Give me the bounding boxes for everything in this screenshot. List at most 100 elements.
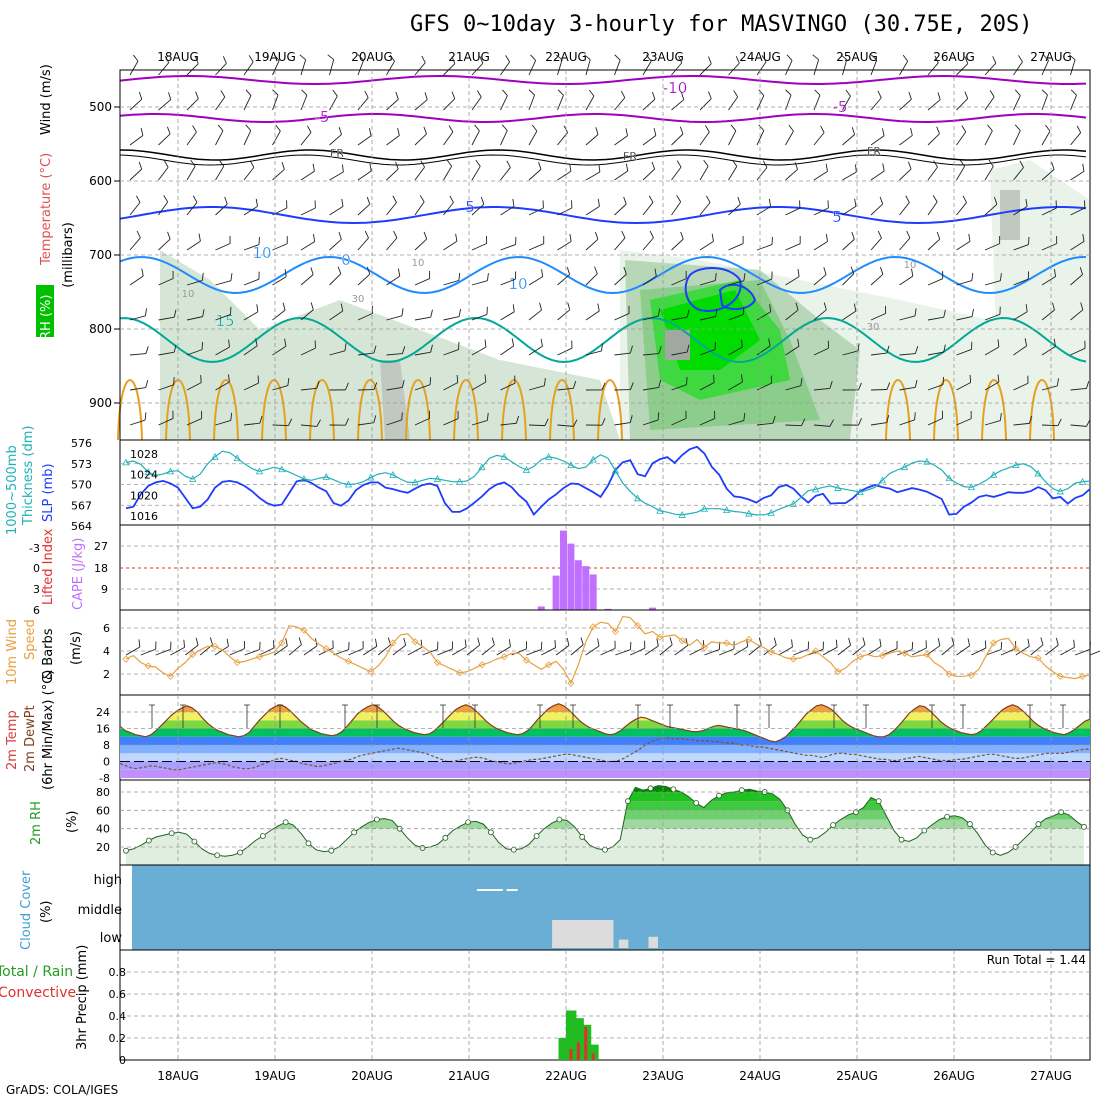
thickness-tick-label: 573	[71, 458, 92, 471]
wind-barb	[813, 233, 828, 251]
barb-feather	[338, 231, 342, 240]
barb-feather	[486, 273, 489, 281]
barb-shaft	[471, 280, 488, 286]
barb-feather	[573, 419, 578, 427]
wind-speed-marker	[990, 639, 998, 647]
barb-shaft	[329, 310, 343, 321]
barb-feather	[961, 125, 967, 133]
barb-feather	[914, 379, 918, 388]
barb-feather	[601, 343, 604, 351]
barb-shaft	[956, 382, 971, 391]
barb-shaft	[300, 170, 315, 181]
wind-barb	[971, 640, 987, 656]
barb-feather	[173, 344, 177, 353]
barb-shaft	[541, 647, 556, 656]
wind-barb	[272, 236, 288, 251]
barb-feather	[705, 125, 710, 133]
wind-barb	[585, 231, 599, 251]
wind-speed-marker	[812, 647, 820, 655]
wind-barb	[557, 340, 573, 356]
wind-barb	[541, 640, 556, 656]
x-tick-top: 22AUG	[545, 50, 587, 64]
barb-shaft	[899, 315, 916, 321]
barb-feather	[1082, 163, 1085, 172]
wind-barb	[911, 640, 927, 656]
barb-feather	[677, 55, 683, 63]
wind-barb	[1041, 236, 1058, 251]
barb-shaft	[927, 166, 938, 181]
barb-shaft	[984, 280, 1001, 286]
barb-feather	[594, 266, 598, 274]
barb-feather	[685, 271, 687, 279]
wind-barb	[272, 302, 286, 321]
barb-feather	[715, 308, 718, 317]
barb-shaft	[642, 168, 655, 181]
barb-shaft	[329, 238, 342, 251]
wind-barb	[699, 56, 712, 76]
barb-shaft	[158, 316, 175, 321]
wind-barb	[186, 341, 203, 356]
wind-barb	[300, 340, 316, 356]
barb-shaft	[386, 237, 398, 251]
thickness-marker	[945, 474, 953, 482]
barb-feather	[595, 127, 599, 135]
wind-barb	[363, 638, 378, 656]
barb-feather	[943, 344, 946, 353]
wind-barb	[443, 341, 460, 356]
barb-feather	[999, 273, 1002, 281]
wind-barb	[528, 89, 535, 111]
wind-barb	[642, 161, 656, 181]
x-tick-top: 18AUG	[157, 50, 199, 64]
barb-shaft	[500, 167, 511, 181]
wind-barb	[1070, 163, 1085, 181]
thickness-marker	[1056, 487, 1065, 495]
wind-barb	[511, 641, 527, 656]
barb-feather	[424, 92, 428, 100]
barb-shaft	[452, 646, 467, 656]
wind-barb	[785, 124, 794, 146]
x-tick-top: 25AUG	[836, 50, 878, 64]
wind-barb	[303, 638, 318, 656]
barb-feather	[136, 195, 141, 203]
barb-feather	[366, 266, 371, 275]
cloud-low-bar	[559, 920, 570, 948]
wind-barb	[300, 234, 316, 251]
rh2m-marker	[967, 821, 973, 827]
pressure-tick-label: 800	[89, 322, 112, 336]
wind-barb	[158, 126, 171, 146]
barb-shaft	[785, 94, 792, 111]
rh-shading	[1000, 190, 1020, 240]
wind-barb	[129, 380, 149, 391]
wind-barb	[813, 381, 833, 391]
wind-barb	[471, 235, 488, 251]
barb-feather	[340, 303, 344, 312]
wind-barb	[158, 270, 174, 286]
precip-tick-label: 0.8	[109, 966, 127, 979]
precip-total-bar	[573, 1018, 584, 1060]
barb-shaft	[956, 418, 972, 426]
precip-conv-label: Convective	[0, 985, 76, 1001]
barb-feather	[140, 127, 144, 136]
rh-tick-label: 80	[96, 786, 110, 799]
barb-shaft	[357, 135, 372, 146]
barb-shaft	[1060, 647, 1075, 656]
barb-feather	[284, 269, 287, 277]
x-tick-top: 24AUG	[739, 50, 781, 64]
wind-speed-marker	[1034, 654, 1042, 662]
wind-barb	[186, 159, 196, 181]
wind-barb	[129, 412, 147, 426]
barb-shaft	[813, 132, 825, 146]
wind-barb	[186, 195, 198, 216]
barb-feather	[201, 341, 203, 350]
precip-label: 3hr Precip (mm)	[75, 945, 90, 1050]
thickness-marker	[522, 466, 531, 473]
barb-feather	[486, 306, 488, 315]
wind-barb	[528, 418, 549, 427]
wind-barb	[899, 308, 917, 321]
barb-shaft	[1013, 206, 1028, 216]
barb-feather	[653, 127, 657, 136]
wind-barb	[614, 230, 626, 251]
barb-feather	[1015, 640, 1017, 649]
barb-shaft	[1013, 311, 1028, 321]
wind-barb	[414, 160, 425, 181]
